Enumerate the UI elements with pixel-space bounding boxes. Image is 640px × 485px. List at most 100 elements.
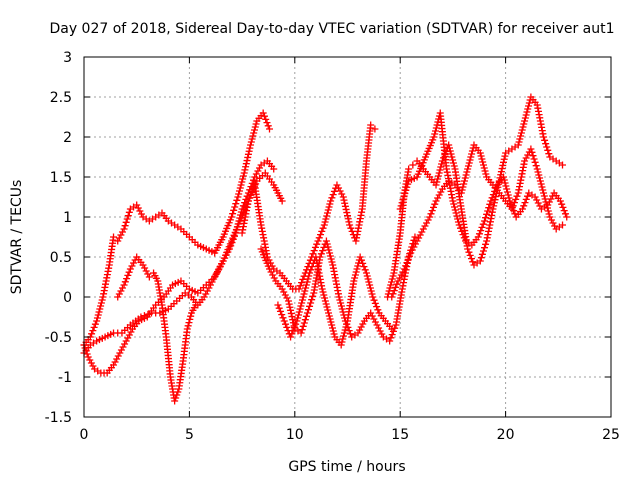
data-point bbox=[233, 196, 241, 204]
data-point bbox=[300, 319, 308, 327]
data-point bbox=[507, 200, 515, 208]
data-point bbox=[517, 129, 525, 137]
data-point bbox=[244, 153, 252, 161]
data-point bbox=[274, 301, 282, 309]
data-point bbox=[289, 327, 297, 335]
data-point bbox=[184, 322, 192, 330]
data-point bbox=[419, 225, 427, 233]
data-point bbox=[294, 314, 302, 322]
data-point bbox=[260, 112, 268, 120]
data-point bbox=[335, 184, 343, 192]
data-point bbox=[249, 176, 257, 184]
data-point bbox=[481, 167, 489, 175]
data-point bbox=[301, 287, 309, 295]
data-point bbox=[545, 150, 553, 158]
data-point bbox=[249, 132, 257, 140]
data-point bbox=[536, 174, 544, 182]
data-point bbox=[285, 300, 293, 308]
data-point bbox=[431, 200, 439, 208]
data-point bbox=[453, 212, 461, 220]
series-track-8 bbox=[384, 93, 567, 301]
data-point bbox=[306, 269, 314, 277]
data-point bbox=[95, 308, 103, 316]
data-point bbox=[506, 197, 514, 205]
data-point bbox=[561, 210, 569, 218]
data-point bbox=[308, 296, 316, 304]
data-point bbox=[445, 141, 453, 149]
data-point bbox=[292, 320, 300, 328]
data-point bbox=[110, 361, 118, 369]
data-point bbox=[244, 150, 252, 158]
data-point bbox=[357, 256, 365, 264]
data-point bbox=[144, 270, 152, 278]
y-axis-label: SDTVAR / TECUs bbox=[9, 180, 25, 295]
data-point bbox=[302, 281, 310, 289]
data-point bbox=[130, 259, 138, 267]
data-point bbox=[322, 215, 330, 223]
data-point bbox=[251, 173, 259, 181]
data-point bbox=[521, 114, 529, 122]
data-point bbox=[367, 309, 375, 317]
data-point bbox=[115, 290, 123, 298]
plot-frame bbox=[83, 56, 612, 418]
data-point bbox=[321, 218, 329, 226]
data-point bbox=[459, 183, 467, 191]
data-point bbox=[460, 177, 468, 185]
data-point bbox=[266, 265, 274, 273]
data-point bbox=[389, 290, 397, 298]
data-point bbox=[351, 274, 359, 282]
data-point bbox=[299, 322, 307, 330]
data-point bbox=[430, 133, 438, 141]
data-point bbox=[324, 206, 332, 214]
x-tick-label: 20 bbox=[497, 427, 515, 443]
data-point bbox=[295, 308, 303, 316]
data-point bbox=[460, 180, 468, 188]
data-point bbox=[343, 320, 351, 328]
data-point bbox=[124, 212, 132, 220]
data-point bbox=[459, 231, 467, 239]
data-point bbox=[338, 190, 346, 198]
data-point bbox=[354, 262, 362, 270]
data-point bbox=[480, 164, 488, 172]
data-point bbox=[520, 120, 528, 128]
data-point bbox=[117, 287, 125, 295]
data-point bbox=[309, 292, 317, 300]
data-point bbox=[405, 165, 413, 173]
data-point bbox=[411, 233, 419, 241]
data-point bbox=[370, 315, 378, 323]
data-point bbox=[499, 158, 507, 166]
data-point bbox=[302, 284, 310, 292]
data-point bbox=[544, 201, 552, 209]
data-point bbox=[251, 123, 259, 131]
data-point bbox=[142, 267, 150, 275]
data-point bbox=[231, 203, 239, 211]
data-point bbox=[547, 216, 555, 224]
data-point bbox=[294, 311, 302, 319]
data-point bbox=[114, 237, 122, 245]
data-point bbox=[124, 334, 132, 342]
data-point bbox=[359, 259, 367, 267]
data-point bbox=[303, 309, 311, 317]
data-point bbox=[262, 115, 270, 123]
data-point bbox=[298, 326, 306, 334]
data-point bbox=[465, 248, 473, 256]
data-point bbox=[515, 138, 523, 146]
data-point bbox=[325, 203, 333, 211]
data-point bbox=[539, 186, 547, 194]
data-point bbox=[560, 207, 568, 215]
data-point bbox=[141, 264, 149, 272]
data-point bbox=[259, 109, 267, 117]
data-point bbox=[482, 170, 490, 178]
data-point bbox=[387, 334, 395, 342]
data-point bbox=[513, 192, 521, 200]
data-point bbox=[438, 160, 446, 168]
data-point bbox=[235, 190, 243, 198]
data-point bbox=[545, 210, 553, 218]
data-point bbox=[464, 162, 472, 170]
data-point bbox=[445, 144, 453, 152]
data-point bbox=[328, 258, 336, 266]
data-point bbox=[187, 312, 195, 320]
data-point bbox=[399, 268, 407, 276]
tick-layer: 0 5 10 15 20 25 -1.5 -1 -0.5 0 0.5 1 1.5 2 2.5 3 bbox=[45, 50, 620, 443]
